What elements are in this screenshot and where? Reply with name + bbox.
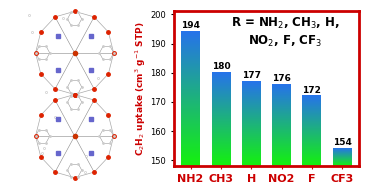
Text: 154: 154 <box>333 138 352 147</box>
Text: R = NH$_2$, CH$_3$, H,
NO$_2$, F, CF$_3$: R = NH$_2$, CH$_3$, H, NO$_2$, F, CF$_3$ <box>231 16 339 50</box>
Y-axis label: C$_2$H$_2$ uptake (cm$^3$ g$^{-1}$ STP): C$_2$H$_2$ uptake (cm$^3$ g$^{-1}$ STP) <box>133 22 148 156</box>
Text: 194: 194 <box>181 21 200 30</box>
Text: 180: 180 <box>212 62 230 71</box>
Text: 177: 177 <box>242 71 261 80</box>
Text: 176: 176 <box>272 74 291 83</box>
Text: 172: 172 <box>302 86 321 95</box>
